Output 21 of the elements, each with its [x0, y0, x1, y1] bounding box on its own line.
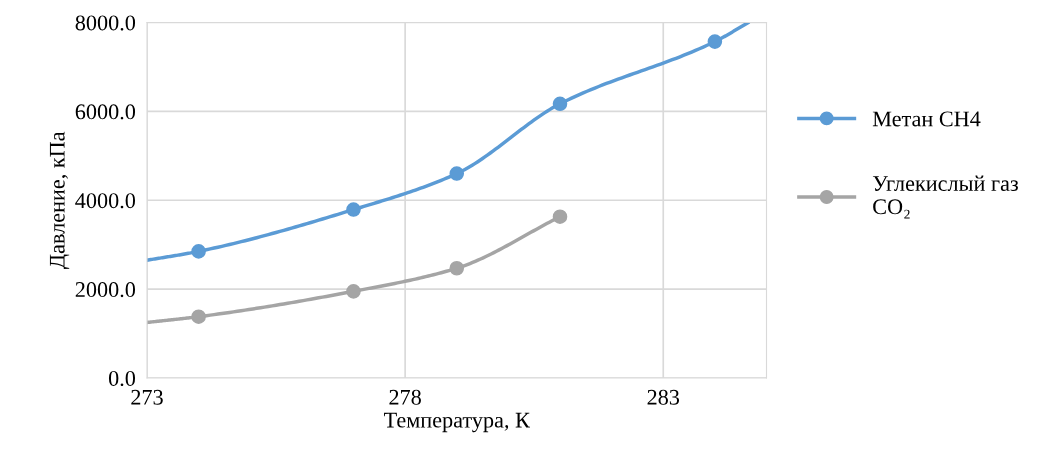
point — [346, 284, 361, 299]
y-tick-label: 8000.0 — [75, 15, 136, 31]
y-axis-title: Давление, кПа — [49, 131, 70, 269]
point — [191, 244, 206, 259]
point — [346, 202, 361, 217]
point — [449, 260, 465, 276]
y-tick-label: 6000.0 — [75, 104, 136, 120]
x-tick-label: 273 — [131, 389, 163, 405]
x-axis-title: Температура, К — [384, 412, 530, 433]
point — [707, 34, 723, 49]
x-tick-label: 278 — [389, 389, 421, 405]
point — [552, 209, 568, 224]
point — [191, 309, 206, 324]
point — [552, 96, 568, 112]
x-tick-label: 283 — [647, 389, 680, 405]
legend-label: Углекислый газ CO₂ — [872, 175, 1018, 219]
point — [449, 166, 465, 181]
legend-label: Метан CH4 — [872, 111, 981, 127]
y-tick-label: 4000.0 — [75, 193, 136, 209]
y-tick-label: 2000.0 — [75, 282, 136, 298]
y-tick-label: 0.0 — [108, 370, 136, 387]
